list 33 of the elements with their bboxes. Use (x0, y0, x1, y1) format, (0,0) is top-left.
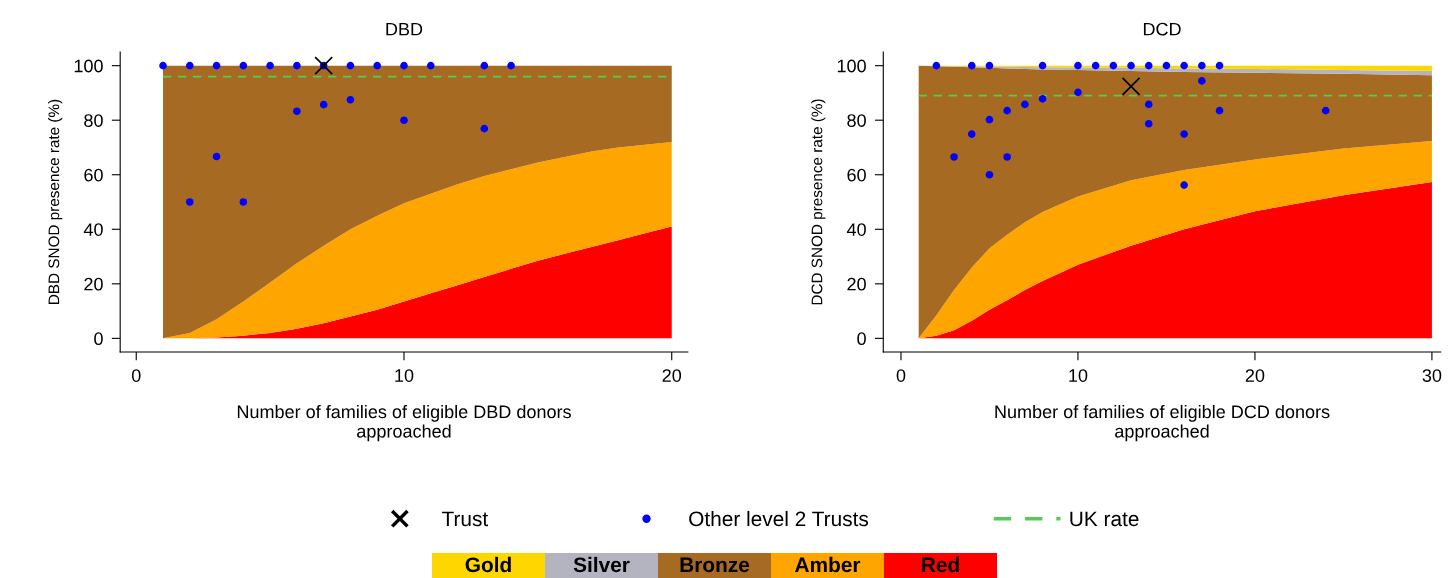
text: Silver (573, 556, 630, 573)
legend-label: Other level 2 Trusts (689, 510, 869, 527)
y-tick-label: 60 (84, 168, 103, 182)
x-axis-title: Number of families of eligible DBD donors approached (237, 404, 571, 442)
text: Red (922, 556, 959, 573)
text: Gold (465, 556, 511, 573)
chart-title: DBD (386, 22, 423, 36)
x-tick-label: 30 (1422, 369, 1442, 382)
y-tick-label: 100 (837, 59, 866, 73)
text: Bronze (680, 557, 750, 573)
x-tick-label: 20 (662, 369, 682, 382)
x-tick-label: 20 (1245, 369, 1265, 382)
y-tick-label: 80 (84, 114, 103, 127)
y-tick-label: 0 (857, 332, 866, 346)
y-tick-label: 0 (94, 332, 103, 346)
y-tick-label: 20 (84, 277, 103, 291)
y-axis-title: DCD SNOD presence rate (%) (811, 99, 826, 305)
x-tick-label: 0 (131, 369, 141, 382)
text: Amber (795, 556, 861, 573)
x-tick-label: 10 (1069, 369, 1088, 382)
legend-label: UK rate (1070, 511, 1139, 527)
y-tick-label: 40 (846, 223, 866, 236)
chart-title: DCD (1143, 22, 1181, 36)
y-tick-label: 40 (83, 223, 103, 236)
x-tick-label: 0 (896, 369, 906, 382)
x-axis-title: Number of families of eligible DCD donors approached (995, 404, 1330, 442)
y-tick-label: 20 (847, 277, 866, 291)
x-tick-label: 10 (395, 369, 414, 382)
y-tick-label: 80 (847, 114, 866, 127)
legend-label: Trust (441, 511, 489, 527)
y-tick-label: 100 (74, 59, 103, 73)
y-tick-label: 60 (847, 168, 866, 182)
y-axis-title: DBD SNOD presence rate (%) (48, 99, 63, 304)
